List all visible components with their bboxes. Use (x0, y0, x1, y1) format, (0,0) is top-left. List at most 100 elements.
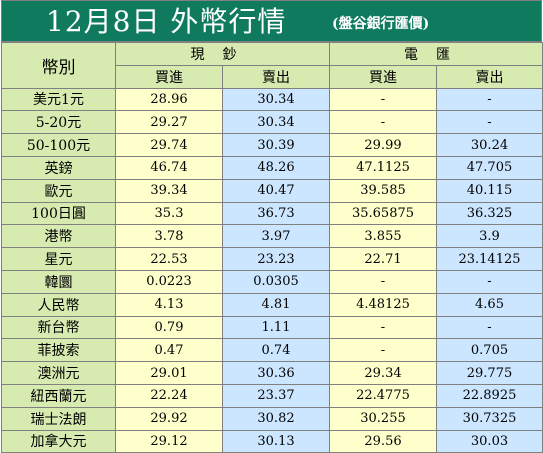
cash-buy-cell: 28.96 (115, 87, 223, 112)
cash-buy-cell: 4.13 (115, 292, 223, 317)
cash-buy-cell: 29.74 (115, 133, 223, 157)
cash-sell-cell: 23.37 (222, 383, 330, 408)
table-row: 港幣 3.78 3.97 3.855 3.9 (1, 224, 543, 249)
cash-sell-cell: 3.97 (222, 224, 330, 249)
rate-rows: 美元1元 28.96 30.34- -5-20元 29.27 30.34- -50-100元… (1, 87, 543, 453)
currency-name: 人民幣 (1, 292, 116, 317)
cash-sell-cell: 0.0305 (222, 269, 330, 294)
tt-sell-cell: 22.8925 (436, 383, 543, 408)
currency-name: 加拿大元 (1, 429, 116, 453)
currency-name: 港幣 (1, 224, 116, 249)
telegraphic-group-header: 電匯 (329, 42, 543, 66)
tt-buy-header: 買進 (329, 64, 437, 89)
table-row: 100日圓 35.3 36.73 35.65875 36.325 (1, 201, 543, 226)
cash-buy-cell: 29.01 (115, 361, 223, 385)
currency-name: 新台幣 (1, 315, 116, 340)
table-row: 人民幣 4.13 4.81 4.48125 4.65 (1, 292, 543, 317)
tt-sell-cell: - (436, 269, 543, 294)
cash-sell-cell: 23.23 (222, 247, 330, 271)
cash-sell-cell: 30.13 (222, 429, 330, 453)
cash-sell-header: 賣出 (222, 64, 330, 89)
cash-buy-cell: 22.24 (115, 383, 223, 408)
cash-buy-cell: 3.78 (115, 224, 223, 249)
tt-sell-cell: 30.03 (436, 429, 543, 453)
currency-name: 100日圓 (1, 201, 116, 226)
currency-name: 菲披索 (1, 338, 116, 363)
cash-sell-cell: 36.73 (222, 201, 330, 226)
table-row: 英鎊 46.74 48.26 47.1125 47.705 (1, 155, 543, 180)
tt-sell-cell: 30.24 (436, 133, 543, 157)
currency-name: 澳洲元 (1, 361, 116, 385)
cash-group-header: 現鈔 (115, 42, 330, 66)
tt-buy-cell: 47.1125 (329, 155, 437, 180)
cash-sell-cell: 30.34 (222, 87, 330, 112)
title-bar: 12月8日 外幣行情 (盤谷銀行匯價) (1, 0, 542, 42)
currency-name: 美元1元 (1, 87, 116, 112)
table-row: 紐西蘭元 22.24 23.37 22.4775 22.8925 (1, 383, 543, 408)
table-row: 韓圜 0.0223 0.0305- - (1, 269, 543, 294)
tt-sell-cell: 29.775 (436, 361, 543, 385)
table-row: 加拿大元 29.12 30.13 29.56 30.03 (1, 429, 543, 453)
currency-name: 星元 (1, 247, 116, 271)
subheader-row: 買進 賣出 買進 賣出 (2, 64, 543, 89)
currency-column-header: 幣別 (1, 42, 116, 89)
cash-buy-cell: 46.74 (115, 155, 223, 180)
source-label: (盤谷銀行匯價) (332, 16, 430, 32)
tt-sell-cell: 4.65 (436, 292, 543, 317)
table-row: 50-100元 29.74 30.39 29.99 30.24 (1, 133, 543, 157)
tt-buy-cell: - (329, 110, 437, 135)
cash-sell-cell: 1.11 (222, 315, 330, 340)
cash-buy-header: 買進 (115, 64, 223, 89)
tt-sell-cell: - (436, 87, 543, 112)
table-row: 澳洲元 29.01 30.36 29.34 29.775 (1, 361, 543, 385)
tt-buy-cell: - (329, 87, 437, 112)
tt-sell-cell: 36.325 (436, 201, 543, 226)
tt-sell-header: 賣出 (436, 64, 543, 89)
tt-sell-cell: 0.705 (436, 338, 543, 363)
cash-buy-cell: 0.0223 (115, 269, 223, 294)
cash-buy-cell: 0.79 (115, 315, 223, 340)
tt-buy-cell: 29.99 (329, 133, 437, 157)
tt-buy-cell: 35.65875 (329, 201, 437, 226)
cash-buy-cell: 22.53 (115, 247, 223, 271)
currency-name: 瑞士法朗 (1, 406, 116, 431)
currency-name: 韓圜 (1, 269, 116, 294)
tt-sell-cell: 40.115 (436, 178, 543, 203)
table-row: 5-20元 29.27 30.34- - (1, 110, 543, 135)
tt-sell-cell: 3.9 (436, 224, 543, 249)
table-row: 美元1元 28.96 30.34- - (1, 87, 543, 112)
page-title: 12月8日 外幣行情 (46, 5, 287, 38)
tt-sell-cell: 30.7325 (436, 406, 543, 431)
cash-sell-cell: 4.81 (222, 292, 330, 317)
cash-buy-cell: 29.92 (115, 406, 223, 431)
cash-sell-cell: 30.82 (222, 406, 330, 431)
cash-buy-cell: 35.3 (115, 201, 223, 226)
tt-buy-cell: 29.34 (329, 361, 437, 385)
table-row: 新台幣 0.79 1.11- - (1, 315, 543, 340)
tt-buy-cell: - (329, 338, 437, 363)
tt-buy-cell: 22.71 (329, 247, 437, 271)
tt-sell-cell: 23.14125 (436, 247, 543, 271)
cash-buy-cell: 29.12 (115, 429, 223, 453)
currency-name: 歐元 (1, 178, 116, 203)
cash-sell-cell: 30.36 (222, 361, 330, 385)
tt-buy-cell: 30.255 (329, 406, 437, 431)
currency-name: 5-20元 (1, 110, 116, 135)
currency-name: 50-100元 (1, 133, 116, 157)
tt-buy-cell: 3.855 (329, 224, 437, 249)
tt-sell-cell: 47.705 (436, 155, 543, 180)
tt-sell-cell: - (436, 315, 543, 340)
tt-buy-cell: 29.56 (329, 429, 437, 453)
rates-table: 幣別 現鈔 電匯 買進 賣出 買進 賣出 美元1元 28.96 30.34- -5-2… (1, 42, 543, 453)
table-row: 菲披索 0.47 0.74-0.705 (1, 338, 543, 363)
cash-buy-cell: 29.27 (115, 110, 223, 135)
tt-buy-cell: 39.585 (329, 178, 437, 203)
tt-buy-cell: 22.4775 (329, 383, 437, 408)
table-row: 星元 22.53 23.23 22.71 23.14125 (1, 247, 543, 271)
table-row: 瑞士法朗 29.92 30.82 30.255 30.7325 (1, 406, 543, 431)
tt-buy-cell: 4.48125 (329, 292, 437, 317)
cash-sell-cell: 40.47 (222, 178, 330, 203)
currency-name: 紐西蘭元 (1, 383, 116, 408)
cash-buy-cell: 39.34 (115, 178, 223, 203)
